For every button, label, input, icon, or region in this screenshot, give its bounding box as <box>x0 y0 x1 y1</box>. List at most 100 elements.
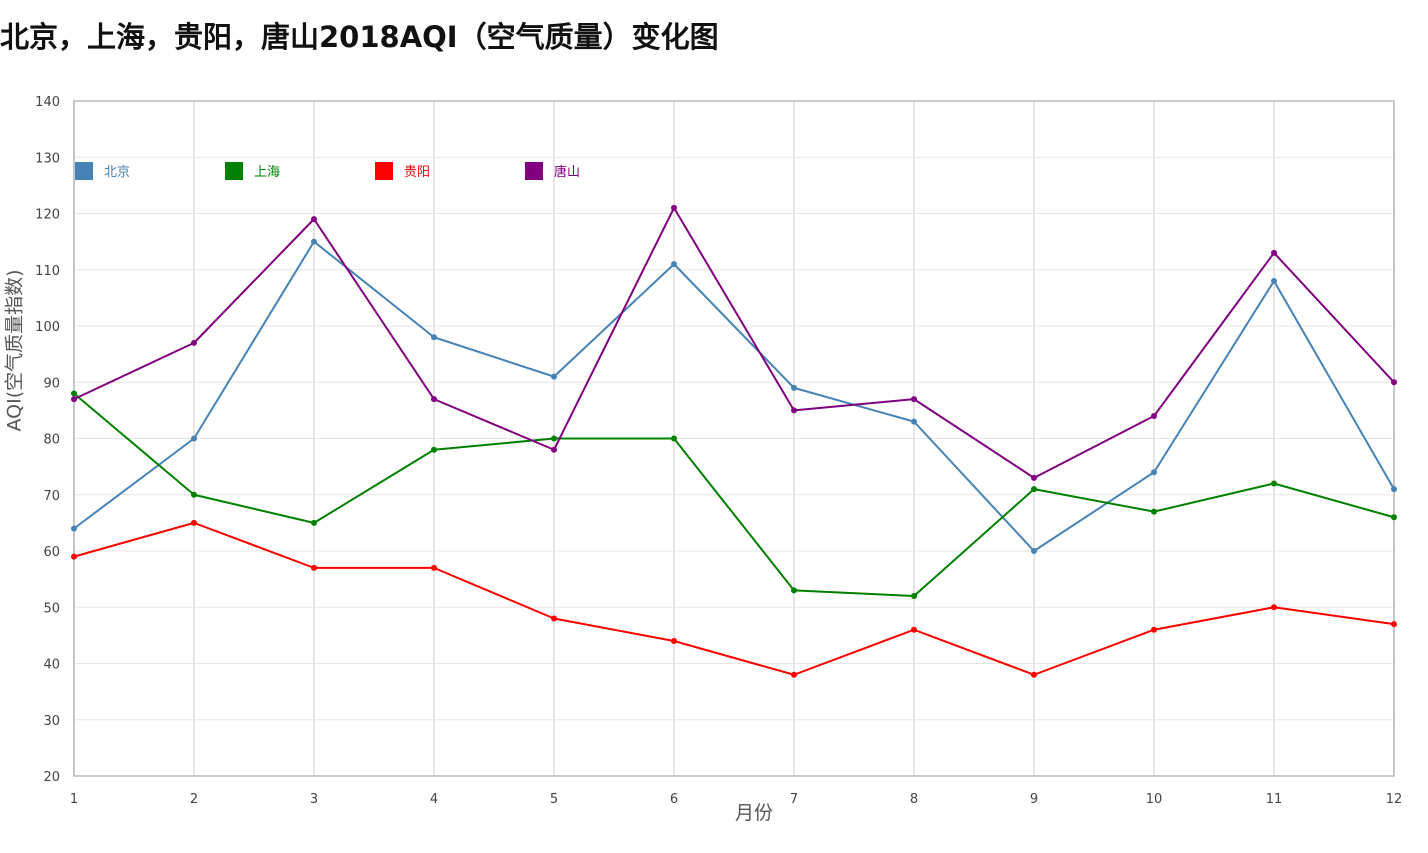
data-point <box>1151 469 1157 476</box>
data-point <box>671 204 677 211</box>
x-tick-label: 7 <box>790 792 798 807</box>
data-point <box>1391 379 1397 386</box>
y-axis-ticks: 20 30 40 50 60 70 80 90 100 110 120 130 140 <box>35 95 60 785</box>
x-tick-label: 4 <box>430 792 438 807</box>
x-axis-title: 月份 <box>735 802 773 824</box>
series-lines <box>71 204 1397 678</box>
data-point <box>1031 548 1037 554</box>
data-point <box>311 564 317 571</box>
y-tick-label: 70 <box>43 489 60 504</box>
data-point <box>791 384 797 391</box>
legend-swatch <box>225 162 243 180</box>
data-point <box>1391 514 1397 521</box>
data-point <box>1271 249 1277 256</box>
x-tick-label: 6 <box>670 792 678 807</box>
data-point <box>1391 621 1397 628</box>
data-point <box>1391 486 1397 493</box>
y-tick-label: 20 <box>43 770 60 785</box>
data-point <box>191 339 197 346</box>
y-tick-label: 90 <box>43 376 60 391</box>
x-tick-label: 11 <box>1266 792 1283 807</box>
data-point <box>1271 278 1277 284</box>
data-point <box>311 216 317 223</box>
x-tick-label: 5 <box>550 792 558 807</box>
legend-swatch <box>75 162 93 180</box>
legend-item[interactable]: 唐山 <box>525 162 580 180</box>
data-point <box>311 238 317 245</box>
legend-swatch <box>375 162 393 180</box>
data-point <box>71 390 77 397</box>
data-point <box>791 587 797 594</box>
data-point <box>431 564 437 571</box>
legend-label: 北京 <box>104 165 130 180</box>
y-tick-label: 40 <box>43 658 60 673</box>
y-axis-title: AQI(空气质量指数) <box>4 269 26 431</box>
series-3 <box>71 519 1397 678</box>
legend-label: 贵阳 <box>404 165 430 180</box>
y-tick-label: 80 <box>43 433 60 448</box>
series-4 <box>71 204 1397 481</box>
data-point <box>671 435 677 442</box>
data-point <box>191 519 197 526</box>
data-point <box>1031 671 1037 678</box>
legend[interactable]: 北京 上海 贵阳 唐山 <box>75 162 580 180</box>
data-point <box>791 671 797 678</box>
series-1 <box>71 238 1397 554</box>
x-axis-ticks: 1 2 3 4 5 6 7 8 9 10 11 12 <box>70 792 1402 807</box>
grid-lines <box>73 100 1395 777</box>
data-point <box>191 435 197 442</box>
data-point <box>71 396 77 403</box>
y-tick-label: 110 <box>35 264 60 279</box>
y-tick-label: 30 <box>43 714 60 729</box>
data-point <box>1031 474 1037 481</box>
x-tick-label: 9 <box>1030 792 1038 807</box>
series-2 <box>71 390 1397 599</box>
data-point <box>1151 413 1157 419</box>
data-point <box>671 638 677 644</box>
x-tick-label: 3 <box>310 792 318 807</box>
data-point <box>551 435 557 442</box>
legend-item[interactable]: 贵阳 <box>375 162 430 180</box>
x-tick-label: 8 <box>910 792 918 807</box>
data-point <box>911 626 917 633</box>
series-line <box>73 206 1395 479</box>
legend-swatch <box>525 162 543 180</box>
data-point <box>551 615 557 622</box>
data-point <box>191 491 197 498</box>
data-point <box>671 261 677 268</box>
data-point <box>911 396 917 403</box>
data-point <box>431 446 437 453</box>
plot-area-frame <box>73 100 1395 777</box>
legend-item[interactable]: 上海 <box>225 162 280 180</box>
legend-label: 唐山 <box>554 164 580 180</box>
x-tick-label: 12 <box>1386 792 1403 807</box>
data-point <box>311 519 317 526</box>
data-point <box>1151 508 1157 515</box>
data-point <box>791 407 797 414</box>
y-tick-label: 60 <box>43 545 60 560</box>
data-point <box>1031 486 1037 493</box>
data-point <box>71 525 77 532</box>
data-point <box>551 373 557 380</box>
data-point <box>1271 480 1277 487</box>
data-point <box>431 396 437 403</box>
data-point <box>911 593 917 599</box>
y-tick-label: 50 <box>43 601 60 616</box>
series-line <box>73 521 1395 676</box>
y-tick-label: 130 <box>35 151 60 166</box>
data-point <box>431 334 437 341</box>
chart-title: 北京，上海，贵阳，唐山2018AQI（空气质量）变化图 <box>0 20 719 54</box>
data-point <box>1271 604 1277 611</box>
legend-label: 上海 <box>254 165 280 180</box>
data-point <box>911 418 917 425</box>
data-point <box>71 553 77 560</box>
y-tick-label: 120 <box>35 208 60 223</box>
data-point <box>551 446 557 453</box>
legend-item[interactable]: 北京 <box>75 162 130 180</box>
data-point <box>1151 626 1157 633</box>
y-tick-label: 100 <box>35 320 60 335</box>
x-tick-label: 2 <box>190 792 198 807</box>
series-line <box>73 240 1395 552</box>
x-tick-label: 10 <box>1146 792 1163 807</box>
